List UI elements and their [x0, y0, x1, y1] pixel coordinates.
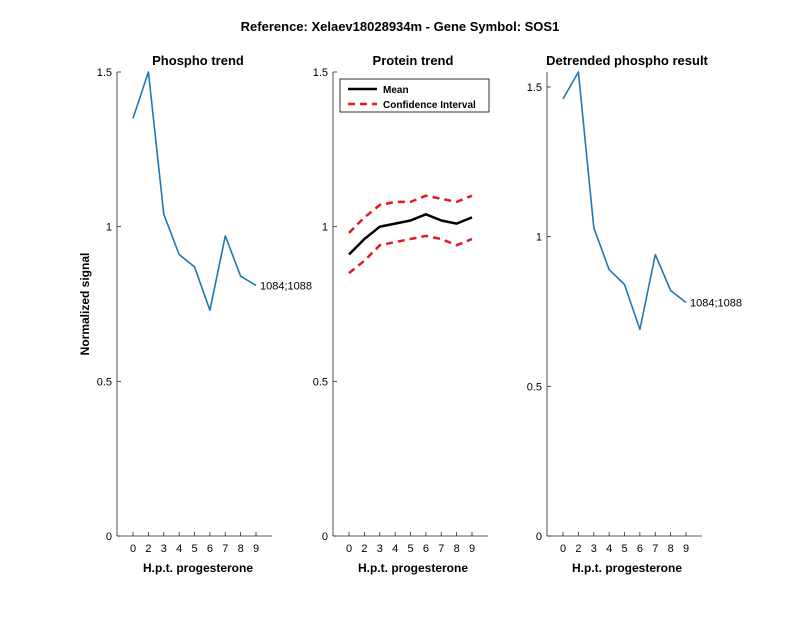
legend-mean-label: Mean [383, 85, 409, 96]
ci-upper-line [348, 194, 473, 234]
x-tick-label: 4 [176, 543, 182, 555]
detrended-title: Detrended phospho result [546, 53, 708, 68]
figure-title: Reference: Xelaev18028934m - Gene Symbol… [241, 19, 560, 34]
protein-trend-title: Protein trend [373, 53, 454, 68]
x-tick-label: 4 [606, 543, 612, 555]
x-tick-label: 9 [253, 543, 259, 555]
x-tick-label: 4 [392, 543, 398, 555]
x-tick-label: 8 [238, 543, 244, 555]
x-tick-label: 0 [346, 543, 352, 555]
x-tick-label: 5 [407, 543, 413, 555]
x-tick-label: 3 [377, 543, 383, 555]
y-tick-label: 1.5 [97, 67, 112, 79]
detrended-phospho-panel: Detrended phospho result H.p.t. progeste… [527, 53, 742, 575]
series-line [562, 71, 687, 331]
protein-trend-xlabel: H.p.t. progesterone [358, 561, 468, 575]
x-tick-label: 2 [145, 543, 151, 555]
protein-trend-legend: Mean Confidence Interval [339, 78, 490, 113]
protein-trend-panel: Protein trend H.p.t. progesterone Mean C… [313, 53, 490, 575]
x-tick-label: 6 [423, 543, 429, 555]
y-tick-label: 1 [322, 222, 328, 234]
y-tick-label: 0.5 [313, 376, 328, 388]
x-tick-label: 6 [207, 543, 213, 555]
y-tick-label: 1.5 [313, 67, 328, 79]
y-tick-label: 0 [322, 531, 328, 543]
x-tick-label: 8 [454, 543, 460, 555]
y-tick-label: 0 [536, 531, 542, 543]
x-tick-label: 5 [621, 543, 627, 555]
y-tick-label: 0 [106, 531, 112, 543]
x-tick-label: 3 [161, 543, 167, 555]
series-end-label: 1084;1088 [260, 280, 312, 292]
x-tick-label: 7 [222, 543, 228, 555]
x-tick-label: 7 [438, 543, 444, 555]
legend-ci-label: Confidence Interval [383, 100, 476, 111]
x-tick-label: 0 [560, 543, 566, 555]
y-tick-label: 1 [536, 232, 542, 244]
x-tick-label: 0 [130, 543, 136, 555]
ci-lower-line [348, 234, 473, 275]
x-tick-label: 9 [469, 543, 475, 555]
y-tick-label: 0.5 [527, 381, 542, 393]
x-tick-label: 2 [575, 543, 581, 555]
series-end-label: 1084;1088 [690, 298, 742, 310]
mean-line [348, 213, 473, 256]
x-tick-label: 3 [591, 543, 597, 555]
detrended-xlabel: H.p.t. progesterone [572, 561, 682, 575]
shared-ylabel: Normalized signal [78, 253, 92, 356]
phospho-trend-panel: Phospho trend H.p.t. progesterone 0 0.5 1 1… [97, 53, 312, 575]
x-tick-label: 9 [683, 543, 689, 555]
y-tick-label: 0.5 [97, 376, 112, 388]
legend-box [339, 78, 490, 113]
x-tick-label: 8 [668, 543, 674, 555]
y-tick-label: 1 [106, 222, 112, 234]
phospho-trend-xlabel: H.p.t. progesterone [143, 561, 253, 575]
x-tick-label: 5 [191, 543, 197, 555]
y-tick-label: 1.5 [527, 82, 542, 94]
series-line [132, 71, 257, 312]
phospho-trend-title: Phospho trend [152, 53, 244, 68]
x-tick-label: 7 [652, 543, 658, 555]
x-tick-label: 2 [361, 543, 367, 555]
x-tick-label: 6 [637, 543, 643, 555]
